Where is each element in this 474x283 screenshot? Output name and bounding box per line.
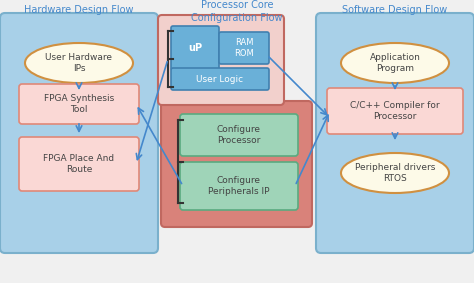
Text: Configure
Processor: Configure Processor — [217, 125, 261, 145]
Ellipse shape — [341, 43, 449, 83]
Ellipse shape — [25, 43, 133, 83]
FancyBboxPatch shape — [327, 88, 463, 134]
Text: User Hardware
IPs: User Hardware IPs — [46, 53, 112, 73]
FancyBboxPatch shape — [180, 114, 298, 156]
FancyBboxPatch shape — [158, 15, 284, 105]
FancyBboxPatch shape — [19, 84, 139, 124]
Text: Application
Program: Application Program — [370, 53, 420, 73]
FancyBboxPatch shape — [19, 137, 139, 191]
FancyBboxPatch shape — [171, 68, 269, 90]
FancyBboxPatch shape — [0, 13, 158, 253]
FancyBboxPatch shape — [219, 32, 269, 64]
Text: FPGA Place And
Route: FPGA Place And Route — [44, 154, 115, 174]
Ellipse shape — [341, 153, 449, 193]
Text: Software Design Flow: Software Design Flow — [342, 5, 447, 15]
FancyBboxPatch shape — [180, 162, 298, 210]
Text: uP: uP — [188, 43, 202, 53]
FancyBboxPatch shape — [171, 26, 219, 70]
Text: Processor Core
Configuration Flow: Processor Core Configuration Flow — [191, 0, 283, 23]
Text: RAM
ROM: RAM ROM — [234, 38, 254, 58]
Text: FPGA Synthesis
Tool: FPGA Synthesis Tool — [44, 94, 114, 114]
Text: Configure
Peripherals IP: Configure Peripherals IP — [208, 176, 270, 196]
Text: C/C++ Compiler for
Processor: C/C++ Compiler for Processor — [350, 101, 440, 121]
Text: User Logic: User Logic — [196, 74, 244, 83]
Text: Peripheral drivers
RTOS: Peripheral drivers RTOS — [355, 163, 435, 183]
FancyBboxPatch shape — [316, 13, 474, 253]
FancyBboxPatch shape — [161, 101, 312, 227]
Text: Hardware Design Flow: Hardware Design Flow — [24, 5, 134, 15]
